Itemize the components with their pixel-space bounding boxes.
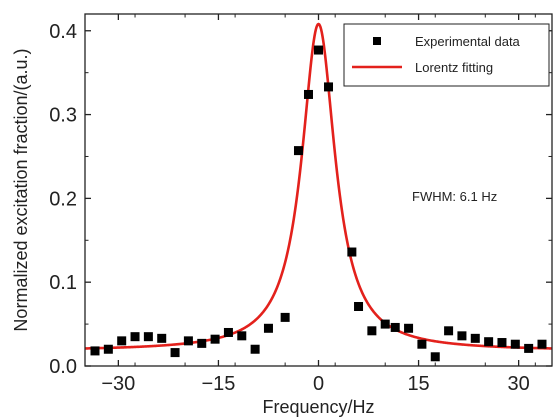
data-point: [157, 333, 167, 343]
axes: −30 −15 0 15 30 0.0 0.1 0.2 0.3 0.4: [49, 13, 553, 395]
y-tick-label: 0.4: [49, 21, 77, 43]
x-tick-label: 15: [407, 373, 429, 395]
legend-box: [343, 23, 550, 87]
plot-area: [85, 22, 552, 362]
y-axis-label: Normalized excitation fraction/(a.u.): [11, 48, 31, 331]
data-point: [380, 319, 390, 329]
data-point: [280, 312, 290, 322]
data-point: [170, 348, 180, 358]
data-point: [354, 301, 364, 311]
x-tick-label: 30: [508, 373, 530, 395]
fwhm-annotation: FWHM: 6.1 Hz: [412, 189, 497, 204]
data-point: [510, 339, 520, 349]
data-point: [404, 323, 414, 333]
data-point: [237, 331, 247, 341]
data-point: [143, 332, 153, 342]
x-tick-label: −30: [101, 373, 135, 395]
data-point: [537, 339, 547, 349]
data-point: [497, 338, 507, 348]
data-point: [103, 344, 113, 354]
data-point: [130, 332, 140, 342]
data-point: [117, 336, 127, 346]
y-tick-label: 0.2: [49, 188, 77, 210]
data-point: [263, 323, 273, 333]
data-point: [223, 327, 233, 337]
data-point: [324, 82, 334, 92]
data-point: [197, 338, 207, 348]
data-point: [470, 333, 480, 343]
y-tick-label: 0.0: [49, 356, 77, 378]
data-point: [347, 247, 357, 257]
data-point: [210, 334, 220, 344]
data-point: [430, 352, 440, 362]
data-point: [457, 331, 467, 341]
legend-label-lorentz: Lorentz fitting: [415, 60, 493, 75]
legend-marker-experimental: [373, 37, 381, 45]
data-point: [293, 146, 303, 156]
data-point: [524, 343, 534, 353]
data-point: [367, 326, 377, 336]
data-point: [417, 339, 427, 349]
lorentz-fit-line: [85, 22, 552, 350]
data-point: [444, 326, 454, 336]
x-tick-label: −15: [201, 373, 235, 395]
y-tick-label: 0.1: [49, 272, 77, 294]
data-point: [90, 346, 100, 356]
data-point: [250, 344, 260, 354]
legend-label-experimental: Experimental data: [415, 34, 521, 49]
data-point: [390, 322, 400, 332]
data-point: [484, 337, 494, 347]
data-point: [314, 45, 323, 55]
y-tick-label: 0.3: [49, 105, 77, 127]
data-point: [303, 89, 313, 99]
data-point: [183, 336, 193, 346]
x-tick-label: 0: [313, 373, 324, 395]
x-axis-label: Frequency/Hz: [262, 397, 374, 417]
legend: Experimental data Lorentz fitting: [343, 23, 550, 87]
